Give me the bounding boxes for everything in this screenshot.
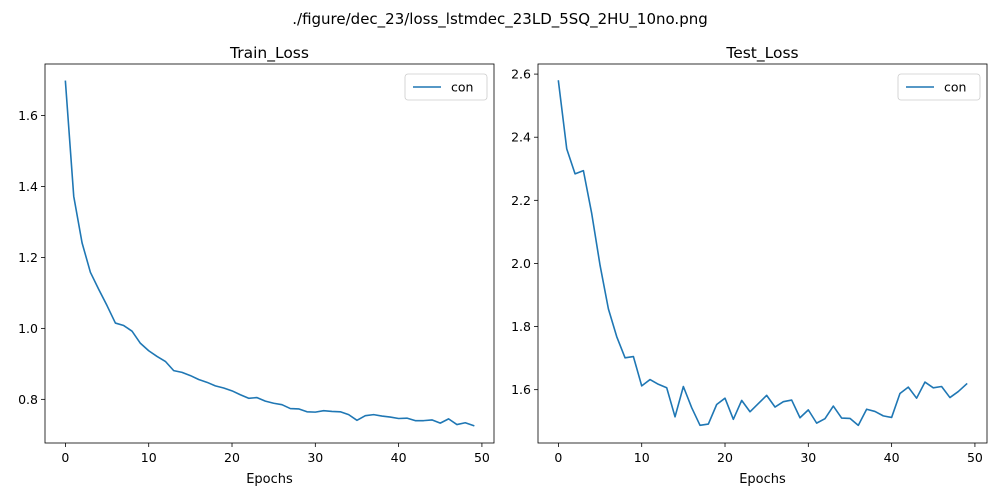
train-loss-axes-frame — [44, 63, 495, 444]
train-loss-xtick-label: 20 — [224, 450, 240, 465]
test-loss-legend-label: con — [944, 80, 966, 95]
test-loss-ytick-label: 2.2 — [511, 193, 531, 208]
train-loss-xtick-label: 50 — [474, 450, 490, 465]
train-loss-title: Train_Loss — [229, 44, 309, 63]
test-loss-ytick-label: 2.4 — [511, 130, 531, 145]
train-loss-xtick-label: 10 — [141, 450, 157, 465]
train-loss-xtick-label: 30 — [307, 450, 323, 465]
test-loss-axes-frame — [537, 63, 988, 444]
test-loss-plot: Test_Loss 0 10 20 30 40 50 1.6 1.8 2.0 2.2 2.4 2.6 Ep… — [511, 44, 988, 487]
test-loss-ytick-label: 2.0 — [511, 256, 531, 271]
test-loss-xtick-label: 20 — [717, 450, 733, 465]
test-loss-xtick-label: 0 — [554, 450, 562, 465]
train-loss-ytick-label: 1.6 — [18, 108, 38, 123]
test-loss-xtick-label: 10 — [634, 450, 650, 465]
test-loss-ytick-label: 1.8 — [511, 319, 531, 334]
test-loss-xtick-label: 40 — [884, 450, 900, 465]
test-loss-series-line — [557, 80, 968, 427]
train-loss-legend-box — [404, 73, 488, 101]
test-loss-title: Test_Loss — [725, 44, 798, 63]
figure-suptitle: ./figure/dec_23/loss_lstmdec_23LD_5SQ_2H… — [292, 10, 708, 29]
train-loss-ytick-label: 1.2 — [18, 250, 38, 265]
train-loss-xtick-label: 40 — [391, 450, 407, 465]
train-loss-legend: con — [404, 73, 488, 101]
test-loss-ytick-label: 2.6 — [511, 67, 531, 82]
test-loss-xtick-label: 30 — [800, 450, 816, 465]
test-loss-legend: con — [897, 73, 981, 101]
test-loss-xtick-label: 50 — [967, 450, 983, 465]
train-loss-ytick-label: 1.0 — [18, 321, 38, 336]
train-loss-series-line — [64, 80, 475, 427]
train-loss-xtick-label: 0 — [61, 450, 69, 465]
train-loss-xlabel: Epochs — [246, 472, 293, 487]
test-loss-ytick-label: 1.6 — [511, 382, 531, 397]
test-loss-legend-box — [897, 73, 981, 101]
train-loss-ytick-label: 1.4 — [18, 179, 38, 194]
train-loss-plot: Train_Loss 0 10 20 30 40 50 0.8 1.0 1.2 1.4 1.6 Epoc… — [18, 44, 495, 487]
train-loss-legend-label: con — [451, 80, 473, 95]
test-loss-xlabel: Epochs — [739, 472, 786, 487]
train-loss-ytick-label: 0.8 — [18, 392, 38, 407]
